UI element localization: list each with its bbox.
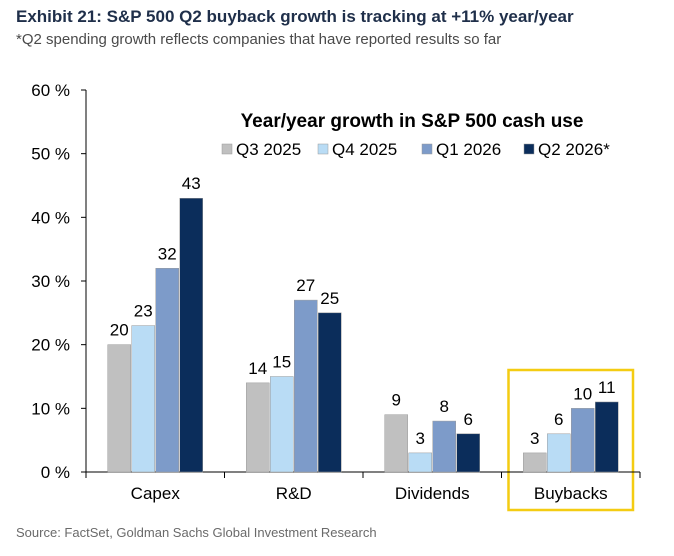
data-label: 3 <box>416 429 425 448</box>
bar <box>595 401 619 473</box>
bar <box>246 382 270 473</box>
data-label: 10 <box>573 384 592 403</box>
y-tick-label: 30 % <box>31 272 70 291</box>
data-label: 15 <box>272 353 291 372</box>
y-tick-label: 40 % <box>31 208 70 227</box>
legend-swatch <box>421 143 433 155</box>
bar <box>294 299 318 473</box>
chart-header: Exhibit 21: S&P 500 Q2 buyback growth is… <box>16 6 666 50</box>
chart-title: Year/year growth in S&P 500 cash use <box>241 111 584 132</box>
exhibit-title: Exhibit 21: S&P 500 Q2 buyback growth is… <box>16 7 574 26</box>
bar <box>384 414 408 473</box>
bar <box>571 408 595 473</box>
legend-swatch <box>221 143 233 155</box>
legend-swatch <box>523 143 535 155</box>
bar <box>131 325 155 473</box>
data-label: 14 <box>248 359 267 378</box>
data-label: 20 <box>110 321 129 340</box>
bar <box>523 452 547 473</box>
category-label: Dividends <box>395 484 470 503</box>
category-label: Capex <box>131 484 181 503</box>
bar <box>547 433 571 473</box>
bar <box>270 376 294 473</box>
data-label: 43 <box>182 174 201 193</box>
data-label: 6 <box>464 410 473 429</box>
legend-label: Q1 2026 <box>436 140 501 159</box>
bar <box>155 268 179 473</box>
data-label: 8 <box>440 397 449 416</box>
data-label: 23 <box>134 302 153 321</box>
data-label: 11 <box>598 378 616 397</box>
source-note: Source: FactSet, Goldman Sachs Global In… <box>16 525 377 540</box>
highlight-box <box>507 368 635 512</box>
data-label: 9 <box>392 391 401 410</box>
bar <box>456 433 480 473</box>
y-tick-label: 20 % <box>31 336 70 355</box>
data-label: 25 <box>320 289 339 308</box>
category-label: Buybacks <box>534 484 608 503</box>
bar <box>179 197 203 473</box>
y-tick-label: 60 % <box>31 81 70 100</box>
bar <box>107 344 131 473</box>
data-label: 27 <box>296 276 315 295</box>
category-label: R&D <box>276 484 312 503</box>
y-tick-label: 10 % <box>31 399 70 418</box>
data-label: 3 <box>530 429 539 448</box>
legend-label: Q4 2025 <box>332 140 397 159</box>
legend-label: Q3 2025 <box>236 140 301 159</box>
exhibit-subtitle: *Q2 spending growth reflects companies t… <box>16 31 502 48</box>
y-tick-label: 0 % <box>41 463 70 482</box>
data-label: 32 <box>158 244 177 263</box>
legend-swatch <box>317 143 329 155</box>
data-label: 6 <box>554 410 563 429</box>
y-tick-label: 50 % <box>31 145 70 164</box>
bar <box>318 312 342 473</box>
bar <box>408 452 432 473</box>
bar <box>432 420 456 473</box>
legend-label: Q2 2026* <box>538 140 610 159</box>
